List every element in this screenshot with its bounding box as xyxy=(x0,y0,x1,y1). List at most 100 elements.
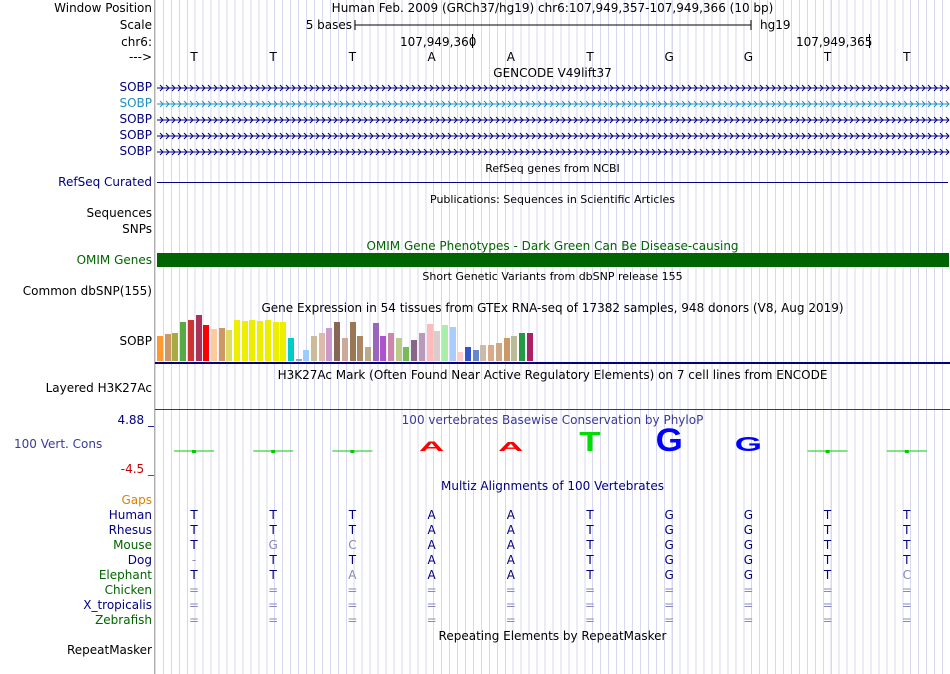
gtex-tissue-bar[interactable] xyxy=(449,326,456,361)
gtex-tissue-bar[interactable] xyxy=(457,351,464,361)
phylop-base-letter: A xyxy=(419,439,444,455)
gtex-tissue-bar[interactable] xyxy=(157,335,163,361)
gtex-tissue-bar[interactable] xyxy=(472,349,479,361)
gencode-transcript-line[interactable] xyxy=(157,115,950,125)
gencode-transcript-line[interactable] xyxy=(157,83,950,93)
repeatmasker-label[interactable]: RepeatMasker xyxy=(66,643,152,657)
multiz-gaps-label[interactable]: Gaps xyxy=(121,493,152,507)
base-10: T xyxy=(903,50,911,64)
multiz-species-label[interactable]: Human xyxy=(108,508,152,522)
gencode-transcript-label[interactable]: SOBP xyxy=(119,96,152,110)
multiz-species-label[interactable]: Rhesus xyxy=(108,523,152,537)
gtex-tissue-bar[interactable] xyxy=(195,315,202,361)
multiz-base: T xyxy=(823,538,832,552)
gtex-tissue-bar[interactable] xyxy=(187,319,194,361)
gencode-transcript-line[interactable] xyxy=(157,99,950,109)
base-grid xyxy=(155,0,950,674)
refseq-label[interactable]: RefSeq Curated xyxy=(58,175,152,189)
gtex-tissue-bar[interactable] xyxy=(495,342,502,361)
gtex-tissue-bar[interactable] xyxy=(380,335,387,361)
gtex-tissue-bar[interactable] xyxy=(403,347,410,361)
gtex-tissue-bar[interactable] xyxy=(411,340,418,361)
gtex-tissue-bar[interactable] xyxy=(518,333,525,361)
h3k27ac-title: H3K27Ac Mark (Often Found Near Active Re… xyxy=(277,368,828,382)
gtex-tissue-bar[interactable] xyxy=(257,320,264,361)
gencode-transcript-label[interactable]: SOBP xyxy=(119,80,152,94)
gtex-tissue-bar[interactable] xyxy=(426,324,433,361)
gtex-tissue-bar[interactable] xyxy=(503,338,510,361)
phylop-label[interactable]: 100 Vert. Cons xyxy=(14,437,103,451)
multiz-base: = xyxy=(743,598,754,612)
h3k27ac-label[interactable]: Layered H3K27Ac xyxy=(45,381,152,395)
gencode-transcript-label[interactable]: SOBP xyxy=(119,128,152,142)
multiz-base: A xyxy=(506,508,515,522)
gtex-tissue-bar[interactable] xyxy=(311,335,317,361)
multiz-base: T xyxy=(903,553,911,567)
gtex-tissue-bar[interactable] xyxy=(488,344,495,361)
multiz-base: G xyxy=(743,523,754,537)
gtex-tissue-bar[interactable] xyxy=(318,333,325,361)
refseq-gene-line[interactable] xyxy=(157,182,948,183)
multiz-species-label[interactable]: Zebrafish xyxy=(95,613,152,627)
gtex-tissue-bar[interactable] xyxy=(357,335,364,361)
multiz-base: = xyxy=(426,613,437,627)
publications-label-sequences[interactable]: Sequences xyxy=(86,206,152,220)
gtex-bar-chart[interactable] xyxy=(157,315,537,361)
multiz-base: = xyxy=(347,613,358,627)
gtex-tissue-bar[interactable] xyxy=(210,328,217,361)
gencode-transcript-line[interactable] xyxy=(157,131,950,141)
gtex-tissue-bar[interactable] xyxy=(203,325,210,361)
multiz-species-label[interactable]: Mouse xyxy=(113,538,152,552)
multiz-species-label[interactable]: Chicken xyxy=(104,583,152,597)
gtex-tissue-bar[interactable] xyxy=(326,327,333,361)
gtex-tissue-bar[interactable] xyxy=(295,358,302,361)
gtex-tissue-bar[interactable] xyxy=(280,321,287,361)
multiz-base: T xyxy=(348,553,357,567)
gtex-tissue-bar[interactable] xyxy=(441,325,448,361)
dbsnp-label[interactable]: Common dbSNP(155) xyxy=(22,284,152,298)
multiz-species-label[interactable]: Dog xyxy=(127,553,152,567)
gencode-transcript-label[interactable]: SOBP xyxy=(119,144,152,158)
multiz-base: A xyxy=(506,568,515,582)
gtex-tissue-bar[interactable] xyxy=(164,334,171,361)
gtex-tissue-bar[interactable] xyxy=(234,319,240,361)
gtex-tissue-bar[interactable] xyxy=(434,331,441,361)
gtex-tissue-bar[interactable] xyxy=(272,321,279,361)
gtex-tissue-bar[interactable] xyxy=(303,349,310,361)
gtex-tissue-bar[interactable] xyxy=(349,321,356,361)
gtex-tissue-bar[interactable] xyxy=(218,327,225,361)
multiz-base: = xyxy=(901,583,912,597)
gtex-tissue-bar[interactable] xyxy=(364,347,371,361)
phylop-base-letter: T xyxy=(579,426,600,458)
omim-feature-bar[interactable] xyxy=(157,253,949,267)
gtex-tissue-bar[interactable] xyxy=(526,333,533,361)
gtex-tissue-bar[interactable] xyxy=(465,347,471,361)
multiz-species-label[interactable]: Elephant xyxy=(98,568,152,582)
gtex-tissue-bar[interactable] xyxy=(395,338,402,361)
gtex-tissue-bar[interactable] xyxy=(341,338,348,361)
gtex-tissue-bar[interactable] xyxy=(480,344,487,361)
gtex-tissue-bar[interactable] xyxy=(334,321,341,361)
multiz-base: T xyxy=(269,523,277,537)
gtex-tissue-bar[interactable] xyxy=(418,333,425,361)
multiz-base: G xyxy=(664,553,674,567)
gtex-tissue-bar[interactable] xyxy=(180,321,187,361)
omim-label[interactable]: OMIM Genes xyxy=(76,253,152,267)
gencode-transcript-label[interactable]: SOBP xyxy=(119,112,152,126)
gtex-tissue-bar[interactable] xyxy=(287,338,294,361)
multiz-base: = xyxy=(426,598,437,612)
publications-label-snps[interactable]: SNPs xyxy=(122,222,152,236)
gencode-transcript-line[interactable] xyxy=(157,147,950,157)
gtex-tissue-bar[interactable] xyxy=(172,333,179,361)
multiz-base: T xyxy=(348,508,357,522)
gtex-tissue-bar[interactable] xyxy=(264,319,271,361)
gtex-tissue-bar[interactable] xyxy=(511,335,518,361)
gtex-tissue-bar[interactable] xyxy=(241,320,248,361)
gtex-tissue-bar[interactable] xyxy=(372,323,379,361)
gtex-label[interactable]: SOBP xyxy=(119,334,152,348)
gtex-tissue-bar[interactable] xyxy=(388,333,394,361)
gtex-tissue-bar[interactable] xyxy=(226,329,233,361)
gtex-tissue-bar[interactable] xyxy=(249,319,256,361)
multiz-species-label[interactable]: X_tropicalis xyxy=(83,598,152,612)
